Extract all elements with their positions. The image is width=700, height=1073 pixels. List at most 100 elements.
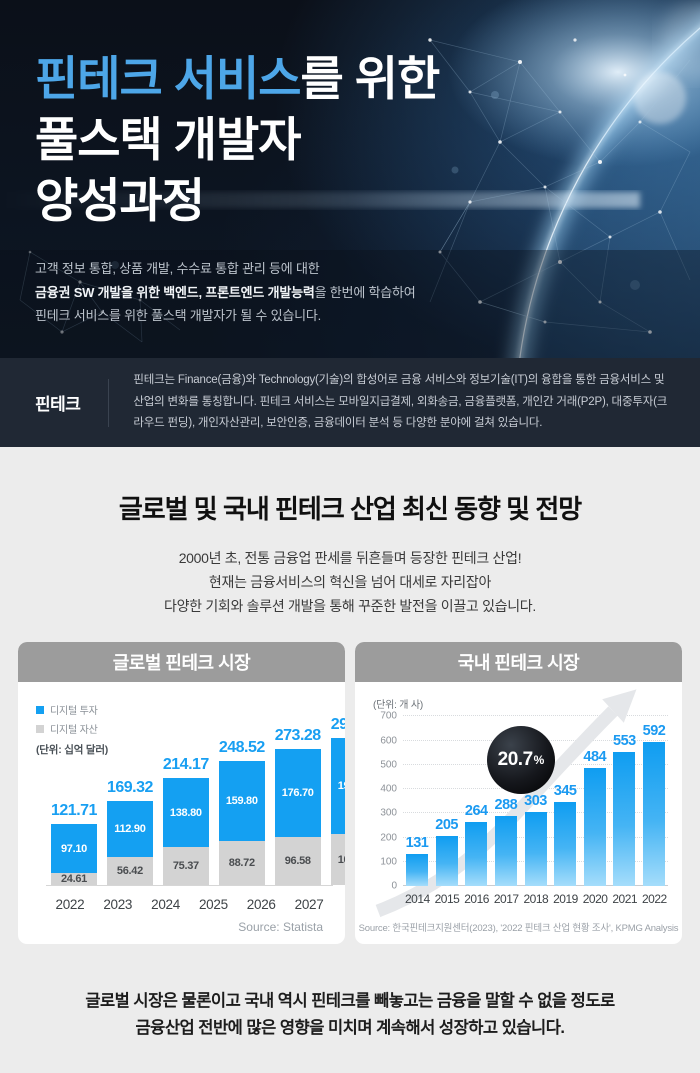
closing-line1: 글로벌 시장은 물론이고 국내 역시 핀테크를 빼놓고는 금융을 말할 수 없을… (85, 992, 615, 1011)
badge-percent-sign: % (533, 753, 545, 768)
hero-desc-line3: 핀테크 서비스를 위한 풀스택 개발자가 될 수 있습니다. (35, 308, 322, 324)
bar-segment: 88.72 (218, 841, 265, 886)
bar-segment-label: 24.61 (60, 873, 87, 886)
legend-item: 디지털 투자 (36, 702, 98, 717)
bar (583, 768, 606, 887)
bar-segment-label: 176.70 (281, 787, 314, 800)
x-axis-label: 2016 (464, 892, 489, 907)
bar-value-label: 205 (435, 817, 458, 834)
global-chart-source: Source: Statista (238, 920, 323, 935)
hero-desc-line2-bold: 금융권 SW 개발을 위한 백엔드, 프론트엔드 개발능력 (35, 284, 315, 300)
bar-column: 264 (464, 803, 488, 887)
bar (406, 854, 428, 887)
global-chart-bars: 121.71 97.10 24.61 169.32 112.90 56.42 214.17 1… (46, 708, 345, 887)
page-title: 핀테크 서비스를 위한 풀스택 개발자 양성과정 (35, 48, 440, 231)
bar-value-label: 303 (524, 793, 547, 810)
hero-desc-line1: 고객 정보 통합, 상품 개발, 수수료 통합 관리 등에 대한 (35, 261, 320, 277)
bar-total-label: 214.17 (162, 756, 209, 774)
bar-total-label: 121.71 (51, 802, 97, 820)
definition-text: 핀테크는 Finance(금융)와 Technology(기술)의 합성어로 금… (133, 373, 668, 430)
domestic-chart-source: Source: 한국핀테크지원센터(2023), '2022 핀테크 산업 현황… (358, 923, 679, 935)
hero-desc-line2-rest: 을 한번에 학습하여 (314, 284, 416, 300)
hero-banner: 핀테크 서비스를 위한 풀스택 개발자 양성과정 고객 정보 통합, 상품 개발… (0, 0, 700, 358)
bar-column: 205 (435, 817, 459, 887)
bar-segment-label: 56.42 (116, 865, 143, 878)
y-axis-label: 0 (391, 880, 397, 892)
bar-column: 131 (405, 835, 429, 887)
x-axis-label: 2027 (294, 897, 324, 913)
global-chart-body: 디지털 투자 디지털 자산 (단위: 십억 달러) 121.71 97.10 24.6… (18, 682, 345, 944)
bar-segment: 159.80 (218, 761, 265, 842)
x-axis-label: 2023 (103, 897, 133, 913)
domestic-chart-body: (단위: 개 사) 131 205 264 288 303 345 484 553 592 20… (355, 682, 682, 944)
bar-segment-label: 97.10 (60, 842, 87, 855)
bar-segment-label: 75.37 (172, 860, 199, 873)
bar-value-label: 592 (642, 723, 666, 740)
domestic-fintech-chart-card: 국내 핀테크 시장 (단위: 개 사) 131 205 264 288 303 345 48… (355, 642, 682, 945)
bar-segment: 75.37 (162, 847, 209, 886)
closing-statement: 글로벌 시장은 물론이고 국내 역시 핀테크를 빼놓고는 금융을 말할 수 없을… (0, 988, 700, 1042)
definition-term: 핀테크 (35, 395, 81, 414)
bar-column: 303 (524, 793, 548, 887)
bar-total-label: 169.32 (106, 779, 153, 797)
x-axis-label: 2015 (434, 892, 460, 907)
y-axis-label: 300 (380, 807, 397, 819)
x-axis-label: 2019 (553, 892, 578, 907)
closing-line2: 금융산업 전반에 많은 영향을 미치며 계속해서 성장하고 있습니다. (135, 1019, 565, 1038)
badge-value: 20.7 (497, 749, 533, 771)
y-axis-label: 700 (380, 710, 397, 722)
bar-segment: 138.80 (162, 778, 209, 848)
x-axis-label: 2026 (246, 897, 276, 913)
trend-section: 글로벌 및 국내 핀테크 산업 최신 동향 및 전망 2000년 초, 전통 금… (0, 447, 700, 1073)
global-chart-title: 글로벌 핀테크 시장 (18, 642, 345, 683)
stacked-bar: 248.52 159.80 88.72 (218, 739, 265, 886)
bar-column: 484 (583, 749, 607, 887)
x-axis-label: 2024 (151, 897, 180, 913)
vertical-divider (108, 378, 110, 427)
fintech-definition-bar: 핀테크 핀테크는 Finance(금융)와 Technology(기술)의 합성… (0, 358, 700, 447)
x-axis-label: 2017 (493, 892, 519, 907)
bar-segment: 96.58 (274, 837, 321, 886)
subtext-line2: 현재는 금융서비스의 혁신을 넘어 대세로 자리잡아 (208, 574, 492, 591)
domestic-chart-plot: 131 205 264 288 303 345 484 553 592 20.7% 0 100 20… (375, 689, 668, 918)
domestic-chart-years: 2014 2015 2016 2017 2018 2019 2020 2021 2022 (403, 892, 668, 906)
bar (465, 822, 488, 887)
subtext-line1: 2000년 초, 전통 금융업 판세를 뒤흔들며 등장한 핀테크 산업! (178, 550, 522, 566)
chart-cards-row: 글로벌 핀테크 시장 디지털 투자 디지털 자산 (단위: 십억 달러) 121.… (0, 642, 700, 945)
stacked-bar: 121.71 97.10 24.61 (51, 802, 97, 886)
x-axis-label: 2022 (55, 897, 85, 913)
bar-value-label: 288 (494, 797, 518, 814)
bar-value-label: 553 (613, 733, 636, 750)
y-axis-label: 400 (380, 783, 397, 795)
bar-total-label: 273.28 (274, 727, 321, 745)
legend-swatch (36, 724, 44, 733)
bar-segment: 191.80 (330, 738, 345, 835)
legend-swatch (36, 705, 44, 714)
bar (554, 802, 577, 887)
bar-total-label: 248.52 (218, 739, 265, 757)
bar-column: 288 (494, 797, 518, 887)
legend-label: 디지털 투자 (50, 706, 98, 718)
global-chart-years: 2022 2023 2024 2025 2026 2027 (46, 891, 333, 912)
growth-arrow-icon (375, 689, 637, 918)
x-axis-label: 2014 (405, 892, 430, 907)
bar-segment: 24.61 (51, 873, 97, 886)
bar-value-label: 264 (464, 803, 488, 820)
bar-segment-label: 102.70 (337, 853, 345, 866)
bar-value-label: 345 (553, 783, 577, 800)
bar-segment-label: 159.80 (225, 795, 258, 808)
x-axis-label: 2021 (612, 892, 638, 907)
hero-description: 고객 정보 통합, 상품 개발, 수수료 통합 관리 등에 대한 금융권 SW … (35, 257, 439, 327)
bar-segment: 97.10 (51, 824, 97, 874)
domestic-chart-bars: 131 205 264 288 303 345 484 553 592 (403, 716, 668, 887)
earth-network-illustration (0, 0, 700, 358)
legend-label: 디지털 자산 (50, 725, 98, 737)
x-axis-label: 2020 (582, 892, 608, 907)
bar-segment: 112.90 (106, 801, 153, 858)
bar-segment: 176.70 (274, 749, 321, 838)
bar-segment-label: 112.90 (114, 823, 146, 836)
bar-segment-label: 138.80 (169, 806, 202, 819)
x-axis-label: 2018 (523, 892, 549, 907)
bar (613, 752, 636, 887)
x-axis-label: 2022 (642, 892, 667, 907)
